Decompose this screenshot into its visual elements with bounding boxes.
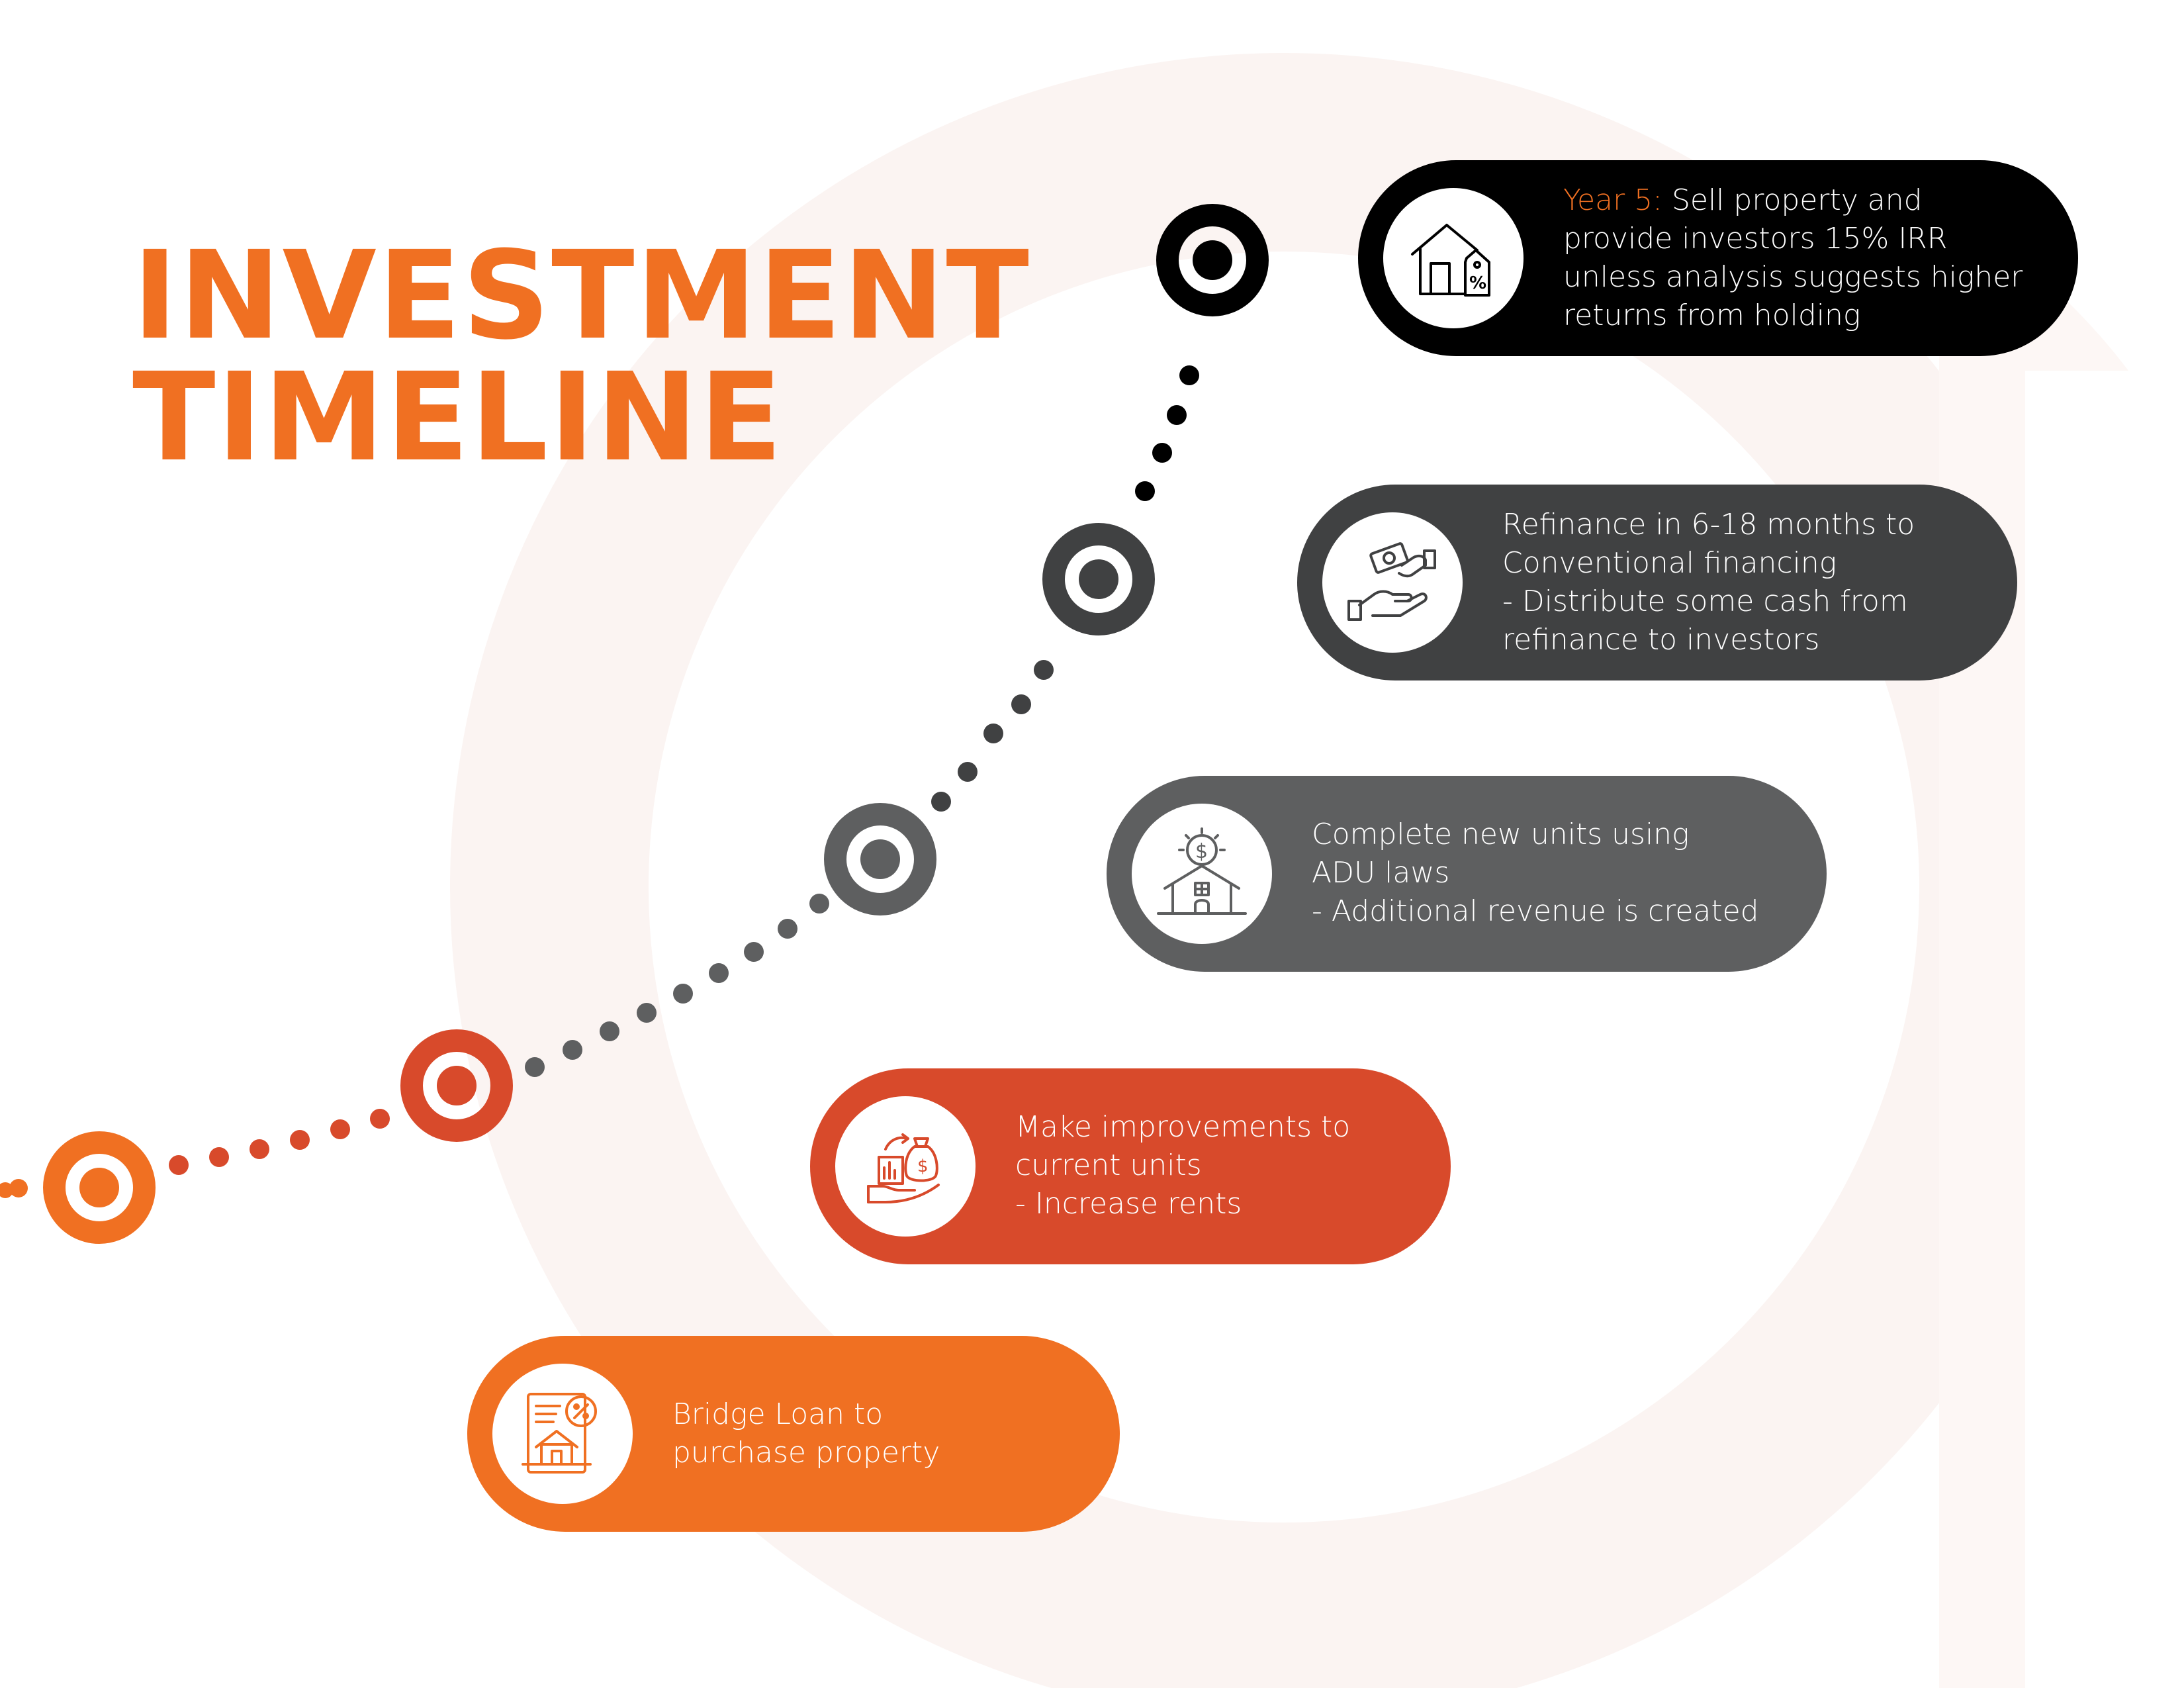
connector-dots-3 [525,894,829,1077]
step-sell-icon-circle: % [1383,188,1524,328]
page-title-line-1: INVESTMENT [132,225,1030,367]
step-sell-line-3: unless analysis suggests higher [1563,260,2023,294]
step-new-units-icon-circle: $ [1132,804,1272,944]
step-bridge-loan-text: Bridge Loan to purchase property [672,1395,940,1472]
step-sell-line-1: Year 5: Sell property and [1563,181,2023,220]
step-sell-line-4: returns from holding [1563,299,1861,332]
step-new-units: $ Complete new units using ADU laws - Ad… [1107,776,1827,972]
step-sell-line-2: provide investors 15% IRR [1563,222,1948,256]
step-improvements-icon-circle: $ [835,1096,976,1237]
step-refinance-text: Refinance in 6-18 months to Conventional… [1502,506,1915,659]
step-new-units-text: Complete new units using ADU laws - Addi… [1312,816,1759,931]
step-refinance-icon-circle [1322,512,1463,653]
step-new-units-line-3: - Additional revenue is created [1312,894,1759,928]
step-improvements: $ Make improvements to current units - I… [810,1068,1451,1264]
house-dollar-icon: $ [1157,827,1247,915]
connector-dots-4 [931,660,1054,812]
connector-dots-2 [169,1109,390,1175]
step-refinance-line-1: Refinance in 6-18 months to [1502,508,1915,541]
timeline-marker-1 [43,1131,156,1244]
hand-money-exchange-icon [1347,542,1436,621]
step-bridge-loan-icon-circle [492,1364,633,1504]
step-improvements-line-1: Make improvements to [1015,1110,1351,1144]
page-title: INVESTMENT TIMELINE [132,235,1030,479]
svg-text:$: $ [1195,840,1208,863]
timeline-marker-4 [1042,523,1155,635]
money-bag-growth-icon: $ [867,1133,940,1203]
step-sell-year-label: Year 5: [1563,183,1662,217]
svg-text:$: $ [917,1156,929,1176]
step-refinance-line-3: - Distribute some cash from [1502,585,1908,618]
step-refinance-line-2: Conventional financing [1502,546,1837,580]
timeline-marker-2 [400,1029,513,1142]
step-new-units-line-1: Complete new units using [1312,818,1690,851]
step-bridge-loan-line-2: purchase property [672,1436,940,1470]
step-bridge-loan-line-1: Bridge Loan to [672,1397,884,1431]
svg-text:%: % [1469,273,1486,293]
step-sell-line-1-text: Sell property and [1662,183,1923,217]
page-title-line-2: TIMELINE [132,347,784,489]
loan-document-house-icon [522,1393,597,1474]
timeline-marker-3 [824,803,936,915]
connector-dots-1 [0,1179,28,1198]
connector-dots-5 [1135,365,1199,501]
step-improvements-line-2: current units [1015,1149,1202,1182]
step-sell-text: Year 5: Sell property and provide invest… [1563,181,2023,335]
step-improvements-line-3: - Increase rents [1015,1187,1242,1221]
step-refinance: Refinance in 6-18 months to Conventional… [1297,485,2017,680]
step-sell: % Year 5: Sell property and provide inve… [1358,160,2078,356]
step-refinance-line-4: refinance to investors [1502,623,1820,657]
timeline-marker-5 [1156,204,1269,316]
step-bridge-loan: Bridge Loan to purchase property [467,1336,1120,1532]
step-new-units-line-2: ADU laws [1312,856,1450,890]
house-percent-icon: % [1411,224,1490,297]
step-improvements-text: Make improvements to current units - Inc… [1015,1108,1350,1223]
